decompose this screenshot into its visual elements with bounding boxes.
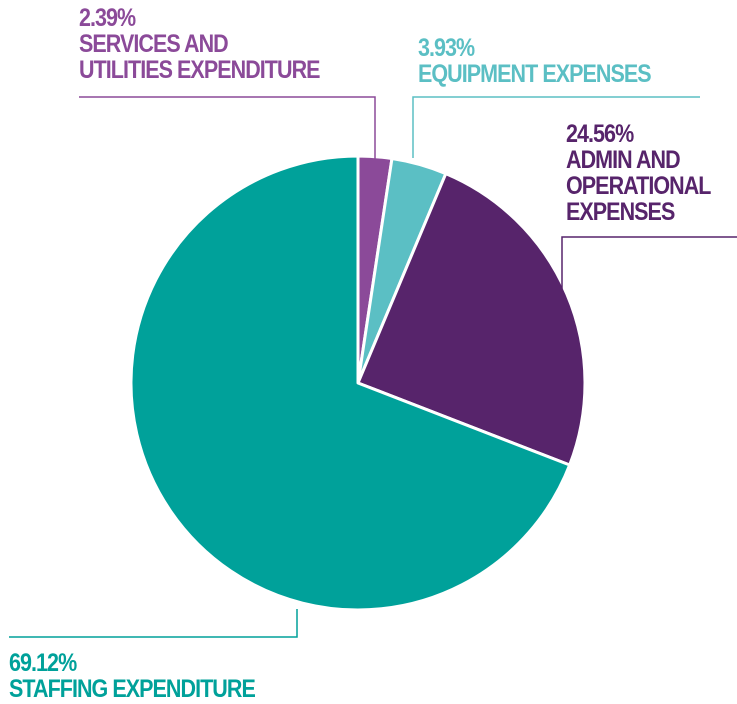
label-admin-operational: 24.56% ADMIN AND OPERATIONAL EXPENSES — [566, 120, 711, 226]
label-services-utilities: 2.39% SERVICES AND UTILITIES EXPENDITURE — [79, 4, 321, 84]
leader-line-services — [79, 96, 376, 162]
leader-line-equipment — [412, 96, 700, 158]
label-equipment-line1: EQUIPMENT EXPENSES — [418, 60, 652, 88]
leader-line-admin — [561, 236, 737, 290]
label-staffing-line1: STAFFING EXPENDITURE — [9, 675, 256, 703]
leader-line-staffing — [9, 609, 298, 638]
label-admin-line2: OPERATIONAL — [566, 172, 711, 200]
label-equipment-percent: 3.93% — [418, 34, 475, 62]
label-services-line1: SERVICES AND — [79, 30, 229, 58]
label-admin-line3: EXPENSES — [566, 198, 675, 226]
label-staffing-expenditure: 69.12% STAFFING EXPENDITURE — [9, 649, 256, 703]
label-services-percent: 2.39% — [79, 4, 136, 32]
label-admin-line1: ADMIN AND — [566, 146, 681, 174]
label-equipment-expenses: 3.93% EQUIPMENT EXPENSES — [418, 34, 652, 88]
pie-slice-staffing — [129, 154, 572, 612]
label-admin-percent: 24.56% — [566, 120, 634, 148]
label-services-line2: UTILITIES EXPENDITURE — [79, 56, 321, 84]
label-staffing-percent: 69.12% — [9, 649, 77, 677]
pie-slice-admin-operational — [356, 172, 587, 467]
